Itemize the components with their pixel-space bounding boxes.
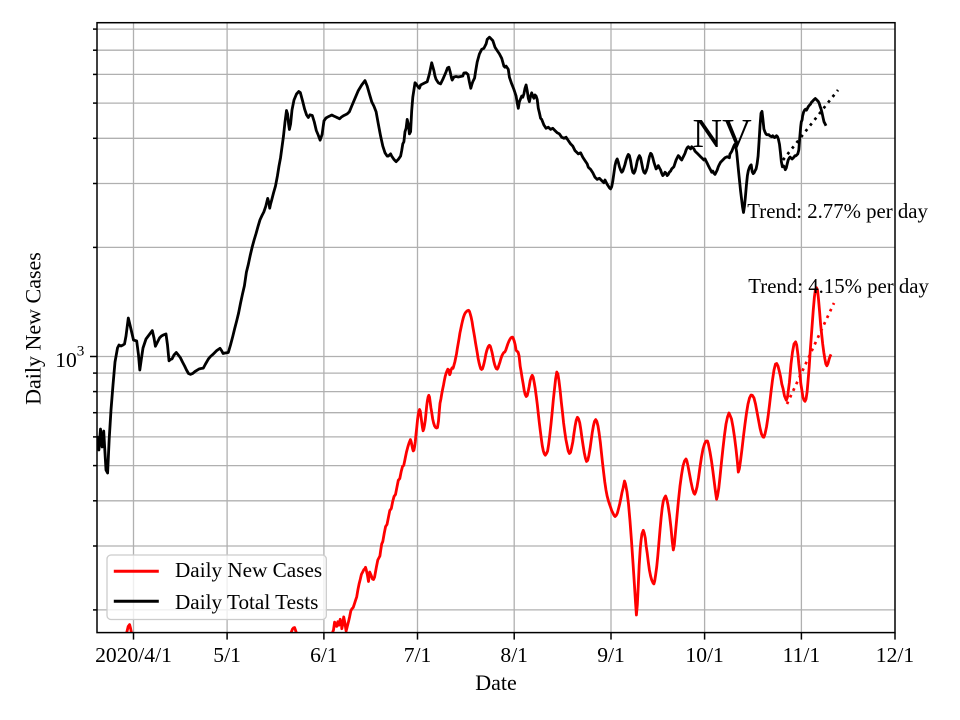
svg-text:Date: Date [475, 670, 517, 695]
svg-text:9/1: 9/1 [597, 643, 625, 667]
svg-text:Daily New Cases: Daily New Cases [175, 558, 322, 582]
svg-text:6/1: 6/1 [310, 643, 338, 667]
svg-text:10/1: 10/1 [685, 643, 723, 667]
svg-text:Trend: 2.77% per day: Trend: 2.77% per day [747, 200, 928, 223]
svg-text:Trend: 4.15% per day: Trend: 4.15% per day [748, 275, 929, 298]
svg-text:Daily Total Tests: Daily Total Tests [175, 590, 318, 614]
svg-text:7/1: 7/1 [404, 643, 432, 667]
svg-text:2020/4/1: 2020/4/1 [95, 643, 172, 667]
svg-text:5/1: 5/1 [213, 643, 241, 667]
svg-text:NV: NV [693, 110, 753, 156]
svg-text:12/1: 12/1 [876, 643, 914, 667]
svg-text:8/1: 8/1 [500, 643, 528, 667]
svg-text:11/1: 11/1 [783, 643, 821, 667]
svg-text:Daily New Cases: Daily New Cases [21, 252, 46, 405]
